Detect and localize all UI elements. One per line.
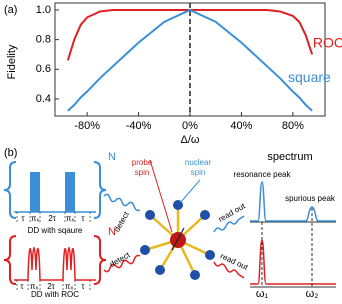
probe-label: spin xyxy=(135,168,150,177)
readout-wave xyxy=(213,261,245,279)
seq-label: 2τ xyxy=(48,214,56,223)
y-axis-label: Fidelity xyxy=(6,44,18,79)
x-tick-label: -40% xyxy=(126,120,152,132)
readout-label: read out xyxy=(217,201,248,224)
panel-label: (a) xyxy=(4,4,17,16)
peak-label: resonance peak xyxy=(234,170,292,179)
seq-label: τ xyxy=(81,282,85,291)
probe-label: probe xyxy=(132,158,153,167)
readout-label: read out xyxy=(219,251,250,272)
seq-label: 2τ xyxy=(47,282,55,291)
brace xyxy=(3,235,17,285)
roc-pulses xyxy=(14,246,96,281)
detect-wave xyxy=(103,193,141,212)
x-tick-label: -80% xyxy=(74,120,100,132)
nuclear-label: spin xyxy=(191,168,206,177)
spectrum-title: spectrum xyxy=(267,151,312,163)
seq-label: πₓ xyxy=(31,214,40,223)
seq-label: πₓ xyxy=(66,214,75,223)
readout-wave xyxy=(213,215,245,233)
x-tick-label: 80% xyxy=(282,120,304,132)
repeat-label: N xyxy=(108,151,116,163)
pulse xyxy=(65,172,75,212)
dividers xyxy=(16,280,91,290)
brace xyxy=(93,235,107,285)
pointer xyxy=(149,159,173,233)
dividers xyxy=(16,212,91,222)
spectrum-curve xyxy=(250,239,336,285)
caption: DD with ROC xyxy=(31,290,79,299)
seq-label: τ xyxy=(21,214,25,223)
y-tick-label: 0.8 xyxy=(36,34,51,46)
brace xyxy=(93,161,107,219)
repeat-label: N xyxy=(108,226,116,238)
caption: DD with sqaure xyxy=(28,226,83,235)
brace xyxy=(3,161,17,219)
panel-b: (b) N τ πₓ 2τ πₓ τ DD with sqaure N τ πₓ… xyxy=(3,147,336,300)
panel-label-b: (b) xyxy=(4,147,17,159)
omega-label: ω₁ xyxy=(256,288,269,299)
panel-a: 0.4 0.6 0.8 1.0 -80% -40% 0% 40% 80% ROC square xyxy=(36,2,342,132)
detect-label: detect xyxy=(112,209,131,233)
y-tick-label: 1.0 xyxy=(36,4,51,16)
peak-label: spurious peak xyxy=(285,194,336,203)
y-tick-label: 0.4 xyxy=(36,93,51,105)
x-axis-label: Δ/ω xyxy=(181,134,200,146)
omega-label: ω₂ xyxy=(306,288,319,299)
spin-arrow xyxy=(171,227,185,251)
nuclear-label: nuclear xyxy=(185,158,212,167)
y-tick-label: 0.6 xyxy=(36,63,51,75)
x-tick-label: 40% xyxy=(230,120,252,132)
spectrum-curve xyxy=(250,181,336,222)
series-label: ROC xyxy=(313,35,342,51)
detect-wave xyxy=(103,254,141,273)
x-tick-label: 0% xyxy=(182,120,198,132)
seq-label: τ xyxy=(81,214,85,223)
series-line xyxy=(67,8,313,112)
series-label: square xyxy=(288,69,331,85)
pulse xyxy=(30,172,40,212)
seq-label: τ xyxy=(20,282,24,291)
seq-label: πₓ xyxy=(65,282,74,291)
seq-label: πₓ xyxy=(30,282,39,291)
nuclear-spins xyxy=(140,200,215,280)
pointer xyxy=(179,179,201,204)
